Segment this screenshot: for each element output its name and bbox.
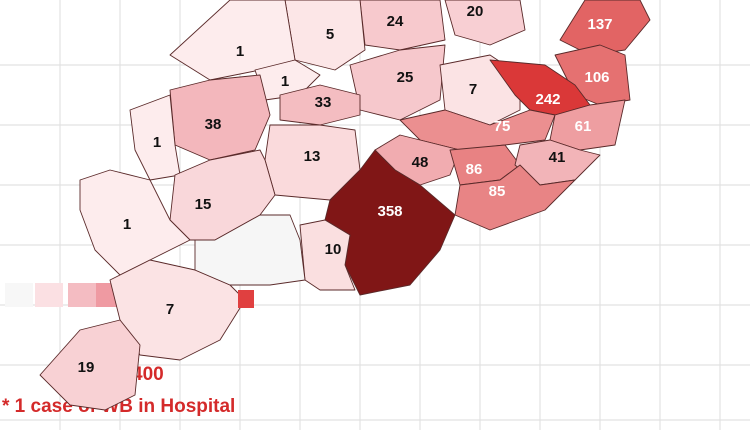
district-count: 106 [584, 69, 609, 86]
district-count: 1 [236, 43, 244, 60]
district-count: 61 [575, 118, 592, 135]
district-count: 25 [397, 69, 414, 86]
footnote: * 1 case of WB in Hospital [2, 396, 235, 417]
district [454, 164, 576, 231]
partial-count: 400 [132, 364, 164, 385]
district-count: 242 [535, 91, 560, 108]
districts: 137 20 24 5 1 1 25 7 106 242 38 33 75 61 1 13 48 86 41 85 35… [39, 0, 651, 411]
no-data-district [194, 214, 306, 286]
district-count: 13 [304, 148, 321, 165]
district [39, 319, 141, 411]
small-district [238, 290, 254, 308]
district [299, 219, 356, 291]
district-count: 86 [466, 161, 483, 178]
district [79, 169, 191, 276]
district-count: 7 [469, 81, 477, 98]
legend-swatches [5, 283, 118, 307]
district-count: 19 [78, 359, 95, 376]
district-count: 41 [549, 149, 566, 166]
district-count: 24 [387, 13, 404, 30]
district-count: 85 [489, 183, 506, 200]
district-count: 38 [205, 116, 222, 133]
district-count: 15 [195, 196, 212, 213]
district-count: 1 [153, 134, 161, 151]
district [444, 0, 526, 46]
district-count: 10 [325, 241, 342, 258]
district-count: 7 [166, 301, 174, 318]
district [169, 74, 271, 161]
district-count: 33 [315, 94, 332, 111]
district-count: 5 [326, 26, 334, 43]
district [279, 84, 361, 126]
district-count: 137 [587, 16, 612, 33]
district-count: 1 [281, 73, 289, 90]
district-count: 358 [377, 203, 402, 220]
district-count: 75 [494, 118, 511, 135]
district-count: 48 [412, 154, 429, 171]
district-count: 20 [467, 3, 484, 20]
district-count: 1 [123, 216, 131, 233]
